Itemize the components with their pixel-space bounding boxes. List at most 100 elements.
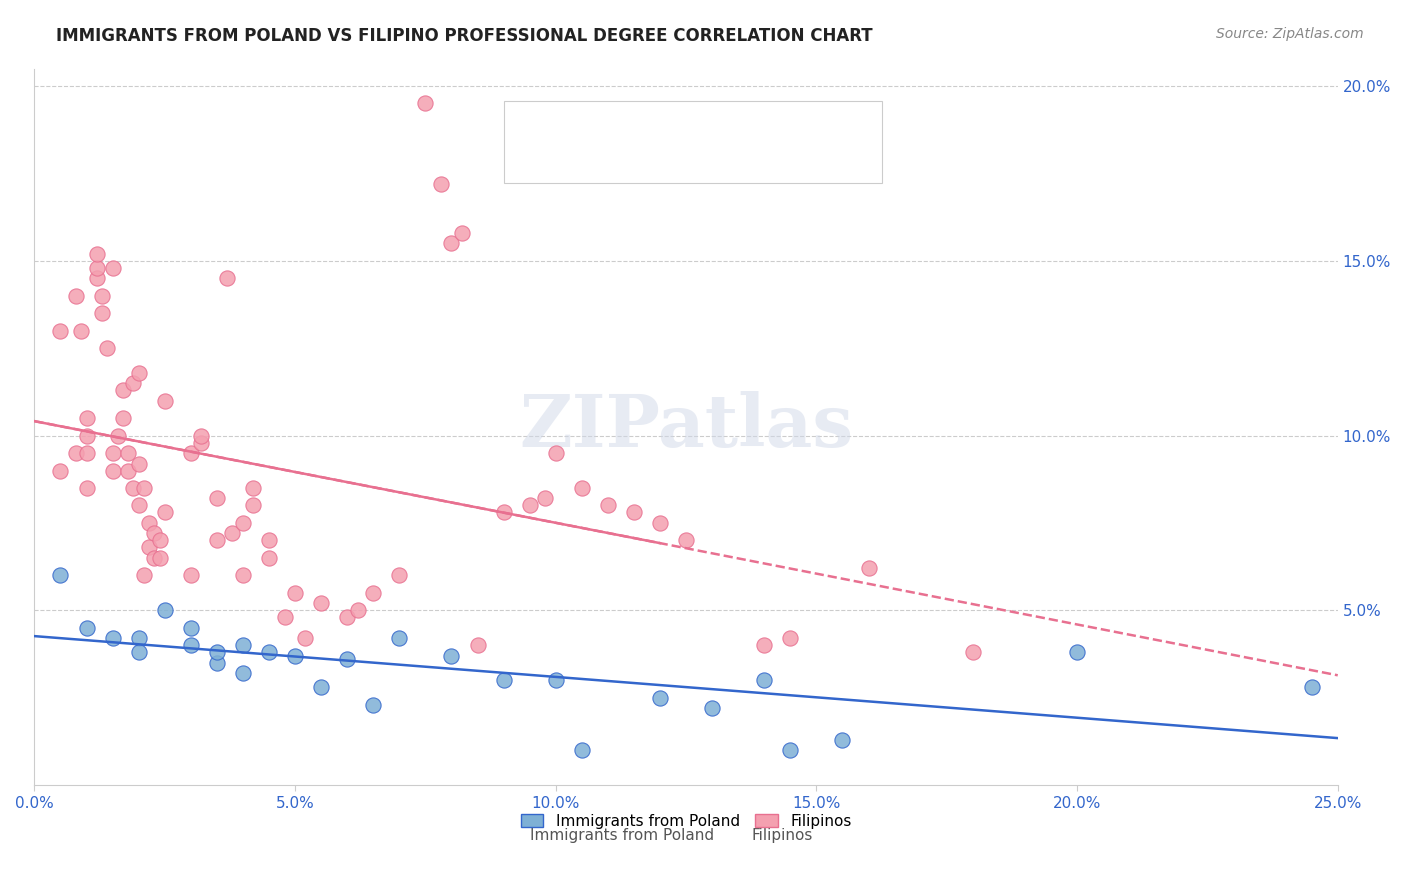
Point xyxy=(180,638,202,652)
Point xyxy=(76,428,98,442)
Point xyxy=(205,491,228,506)
Point xyxy=(336,652,359,666)
Point xyxy=(205,533,228,548)
Point xyxy=(623,506,645,520)
Point xyxy=(440,648,463,663)
Point xyxy=(779,743,801,757)
Point xyxy=(128,366,150,380)
Point xyxy=(65,289,87,303)
Legend: Immigrants from Poland, Filipinos: Immigrants from Poland, Filipinos xyxy=(515,807,858,835)
Point xyxy=(571,481,593,495)
Text: IMMIGRANTS FROM POLAND VS FILIPINO PROFESSIONAL DEGREE CORRELATION CHART: IMMIGRANTS FROM POLAND VS FILIPINO PROFE… xyxy=(56,27,873,45)
Point xyxy=(148,533,170,548)
Text: ZIPatlas: ZIPatlas xyxy=(519,392,853,462)
Point xyxy=(388,568,411,582)
Point xyxy=(257,550,280,565)
Point xyxy=(544,673,567,688)
Point xyxy=(700,701,723,715)
Point xyxy=(153,393,176,408)
Point xyxy=(336,610,359,624)
Point xyxy=(76,481,98,495)
Point xyxy=(49,463,72,477)
FancyBboxPatch shape xyxy=(503,101,882,183)
Point xyxy=(76,621,98,635)
Point xyxy=(217,271,239,285)
Point xyxy=(1301,680,1323,694)
Point xyxy=(138,541,160,555)
Point xyxy=(91,289,114,303)
Point xyxy=(143,550,166,565)
Point xyxy=(544,446,567,460)
Point xyxy=(180,446,202,460)
Point xyxy=(284,648,307,663)
Point xyxy=(962,645,984,659)
Point xyxy=(309,680,332,694)
Point xyxy=(122,481,145,495)
Point xyxy=(117,446,139,460)
Point xyxy=(107,428,129,442)
Point xyxy=(96,341,118,355)
Point xyxy=(492,673,515,688)
Point xyxy=(284,586,307,600)
Point xyxy=(648,516,671,530)
Point xyxy=(221,526,243,541)
Point xyxy=(65,446,87,460)
Point xyxy=(361,698,384,712)
Point xyxy=(361,586,384,600)
Point xyxy=(648,690,671,705)
Point xyxy=(467,638,489,652)
Point xyxy=(138,516,160,530)
Point xyxy=(122,376,145,391)
Point xyxy=(309,596,332,610)
Point xyxy=(273,610,295,624)
Point xyxy=(257,645,280,659)
Point xyxy=(91,306,114,320)
Point xyxy=(101,446,124,460)
Point xyxy=(190,428,212,442)
Point xyxy=(132,481,155,495)
Point xyxy=(294,632,316,646)
Point xyxy=(232,568,254,582)
Point xyxy=(49,568,72,582)
Point xyxy=(128,645,150,659)
Point xyxy=(76,411,98,425)
Point xyxy=(101,632,124,646)
Point xyxy=(111,383,134,397)
Point xyxy=(128,632,150,646)
Point xyxy=(519,499,541,513)
Point xyxy=(128,499,150,513)
Point xyxy=(232,666,254,681)
Point xyxy=(205,656,228,670)
Point xyxy=(190,435,212,450)
Point xyxy=(257,533,280,548)
Point xyxy=(70,324,93,338)
Point xyxy=(831,732,853,747)
Point xyxy=(49,324,72,338)
Point xyxy=(675,533,697,548)
Point xyxy=(153,506,176,520)
Point xyxy=(86,260,108,275)
Point xyxy=(180,568,202,582)
Point xyxy=(451,226,474,240)
Point xyxy=(571,743,593,757)
Point xyxy=(754,638,776,652)
Point xyxy=(388,632,411,646)
Point xyxy=(132,568,155,582)
Point xyxy=(858,561,880,575)
Point xyxy=(101,463,124,477)
Point xyxy=(232,638,254,652)
Point xyxy=(117,463,139,477)
Point xyxy=(492,506,515,520)
Point xyxy=(128,457,150,471)
Point xyxy=(205,645,228,659)
Text: Source: ZipAtlas.com: Source: ZipAtlas.com xyxy=(1216,27,1364,41)
Point xyxy=(101,260,124,275)
Point xyxy=(111,411,134,425)
Point xyxy=(86,271,108,285)
Point xyxy=(430,177,453,191)
Point xyxy=(86,247,108,261)
Point xyxy=(440,236,463,251)
Point xyxy=(148,550,170,565)
Point xyxy=(596,499,619,513)
Point xyxy=(534,491,557,506)
